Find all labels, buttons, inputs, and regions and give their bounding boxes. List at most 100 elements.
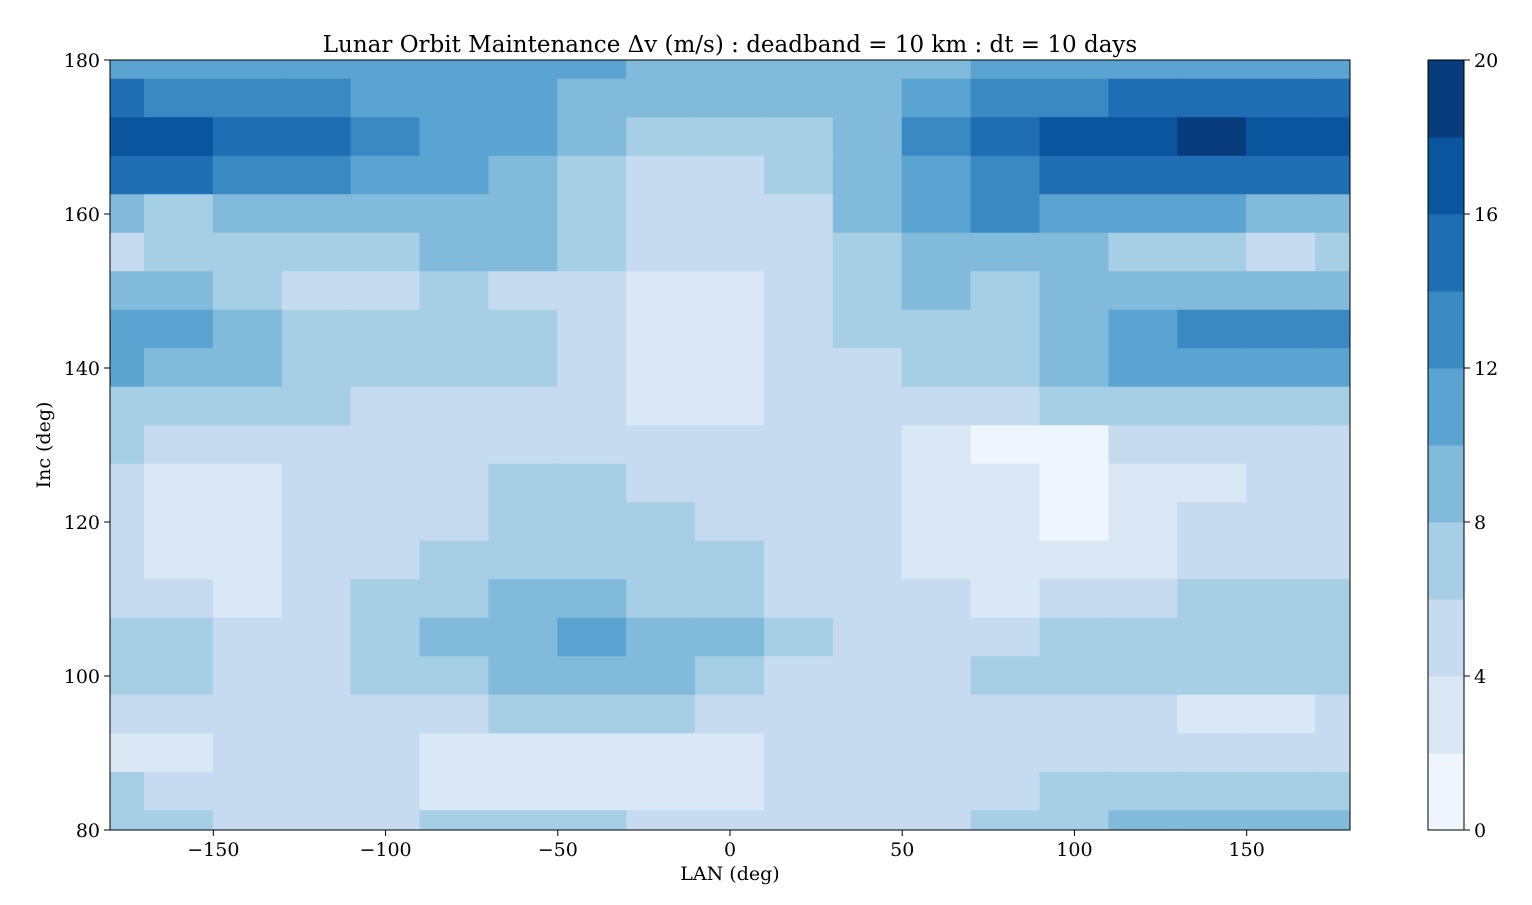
heatmap-cell xyxy=(488,810,559,830)
heatmap-cell xyxy=(626,78,697,119)
heatmap-cell xyxy=(419,117,490,157)
heatmap-cell xyxy=(832,771,903,812)
colorbar-frame xyxy=(1427,59,1465,831)
heatmap-cell xyxy=(970,155,1041,196)
heatmap-cell xyxy=(763,579,834,619)
heatmap-cell xyxy=(557,771,628,812)
y-tick-label: 120 xyxy=(64,512,100,534)
colorbar-swatch xyxy=(1428,368,1464,446)
heatmap-cell xyxy=(488,386,559,427)
heatmap-cell xyxy=(1315,656,1350,696)
heatmap-cell xyxy=(110,348,145,388)
heatmap-cell xyxy=(557,694,628,735)
heatmap-cell xyxy=(110,232,145,273)
heatmap-cell xyxy=(626,694,697,735)
heatmap-cell xyxy=(1246,733,1317,773)
heatmap-cell xyxy=(1246,78,1317,119)
heatmap-cell xyxy=(557,155,628,196)
heatmap-cell xyxy=(832,155,903,196)
heatmap-cell xyxy=(901,617,972,658)
heatmap-cell xyxy=(212,348,283,388)
heatmap-cell xyxy=(350,309,421,350)
heatmap-cell xyxy=(970,617,1041,658)
heatmap-cell xyxy=(557,502,628,542)
heatmap-cell xyxy=(419,425,490,465)
heatmap-cell xyxy=(1039,733,1110,773)
heatmap-cell xyxy=(281,502,352,542)
heatmap-cell xyxy=(626,194,697,234)
heatmap-cell xyxy=(110,194,145,234)
x-tick-label: 100 xyxy=(1056,839,1092,861)
heatmap-cell xyxy=(350,463,421,504)
heatmap-cell xyxy=(281,771,352,812)
heatmap-cell xyxy=(695,463,765,504)
heatmap-cell xyxy=(1108,579,1179,619)
heatmap-cell xyxy=(1246,617,1317,658)
heatmap-cell xyxy=(1315,733,1350,773)
heatmap-cell xyxy=(695,502,765,542)
heatmap-cell xyxy=(763,810,834,830)
heatmap-cell xyxy=(626,425,697,465)
heatmap-cell xyxy=(143,463,214,504)
heatmap-cell xyxy=(281,656,352,696)
heatmap-cell xyxy=(1315,232,1350,273)
heatmap-cell xyxy=(970,348,1041,388)
heatmap-cell xyxy=(1246,771,1317,812)
heatmap-cell xyxy=(1246,579,1317,619)
heatmap-cell xyxy=(695,232,765,273)
heatmap-cell xyxy=(1315,386,1350,427)
heatmap-cell xyxy=(832,386,903,427)
heatmap-cell xyxy=(832,425,903,465)
heatmap-cell xyxy=(212,502,283,542)
heatmap-cell xyxy=(488,309,559,350)
heatmap-cell xyxy=(1108,78,1179,119)
heatmap-cell xyxy=(1039,617,1110,658)
heatmap-cell xyxy=(763,232,834,273)
heatmap-cell xyxy=(832,60,903,80)
heatmap-cell xyxy=(626,656,697,696)
heatmap-cell xyxy=(281,271,352,311)
heatmap-cell xyxy=(281,617,352,658)
heatmap-cell xyxy=(763,271,834,311)
heatmap-cell xyxy=(110,78,145,119)
heatmap-cell xyxy=(901,386,972,427)
heatmap-cell xyxy=(557,656,628,696)
heatmap-cell xyxy=(488,540,559,581)
colorbar: 0 4 8 12 16 20 xyxy=(1427,50,1498,842)
heatmap-cell xyxy=(970,60,1041,80)
heatmap-cell xyxy=(110,540,145,581)
colorbar-swatch xyxy=(1428,522,1464,600)
heatmap-cell xyxy=(763,463,834,504)
heatmap-cell xyxy=(212,155,283,196)
heatmap-cell xyxy=(832,502,903,542)
heatmap-cell xyxy=(901,309,972,350)
heatmap-cell xyxy=(832,271,903,311)
heatmap-cell xyxy=(1039,656,1110,696)
heatmap-cell xyxy=(970,78,1041,119)
heatmap-cell xyxy=(1108,694,1179,735)
heatmap-cell xyxy=(419,386,490,427)
heatmap-cell xyxy=(970,117,1041,157)
heatmap-cell xyxy=(1177,117,1248,157)
heatmap-cell xyxy=(488,463,559,504)
heatmap-cell xyxy=(1039,540,1110,581)
heatmap-cell xyxy=(1177,540,1248,581)
heatmap-cell xyxy=(1039,463,1110,504)
heatmap-cell xyxy=(695,540,765,581)
heatmap-cell xyxy=(1177,694,1248,735)
heatmap-cell xyxy=(143,348,214,388)
chart-title: Lunar Orbit Maintenance Δv (m/s) : deadb… xyxy=(323,32,1137,58)
heatmap-cell xyxy=(1246,656,1317,696)
heatmap-cell xyxy=(763,502,834,542)
heatmap-cell xyxy=(350,425,421,465)
heatmap-cell xyxy=(212,540,283,581)
heatmap-cell xyxy=(1246,117,1317,157)
heatmap-cell xyxy=(1039,309,1110,350)
heatmap-cell xyxy=(1315,155,1350,196)
heatmap-cell xyxy=(1246,194,1317,234)
heatmap-cell xyxy=(695,117,765,157)
colorbar-tick-label: 20 xyxy=(1474,50,1498,72)
heatmap-cell xyxy=(1246,810,1317,830)
heatmap-cell xyxy=(626,60,697,80)
heatmap-cell xyxy=(695,155,765,196)
